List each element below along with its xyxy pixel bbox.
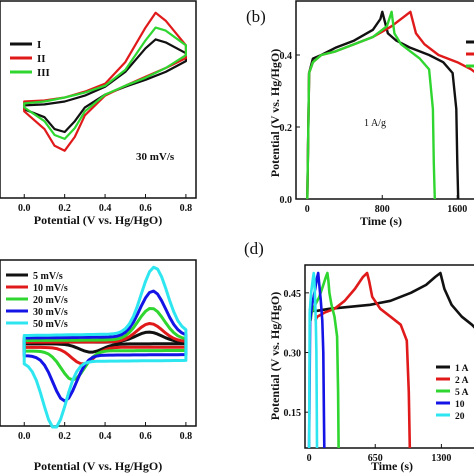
panel-b-series bbox=[306, 10, 474, 200]
panel-d-legend: 1 A 2 A 5 A 10 20 bbox=[436, 364, 469, 422]
panel-a-xtick-label: 0.2 bbox=[58, 203, 71, 214]
panel-a-series-i bbox=[23, 38, 187, 134]
panel-d-xtick-label: 0 bbox=[307, 453, 312, 464]
panel-d-series bbox=[307, 271, 474, 449]
panel-a-series-iii bbox=[23, 26, 187, 140]
panel-b-series-line bbox=[306, 10, 436, 200]
panel-d: (d) 0 650 1300 0.15 0.30 0.45 1 A 2 A 5 A 10 20 T… bbox=[244, 239, 474, 473]
panel-d-legend-label: 1 A bbox=[455, 364, 469, 374]
panel-d-legend-label: 5 A bbox=[455, 388, 469, 398]
panel-b-ytick-label: 0.4 bbox=[280, 51, 293, 62]
panel-d-ytick-label: 0.45 bbox=[284, 289, 302, 300]
panel-a-series-ii bbox=[23, 11, 187, 152]
panel-c-legend-label: 5 mV/s bbox=[33, 271, 63, 282]
panel-c-series bbox=[22, 265, 188, 429]
panel-d-ylabel: Potential (V vs. Hg/HgO) bbox=[268, 292, 282, 420]
panel-d-series-20 bbox=[307, 271, 319, 449]
panel-c-legend-label: 10 mV/s bbox=[33, 283, 68, 294]
panel-c-legend: 5 mV/s10 mV/s20 mV/s30 mV/s50 mV/s bbox=[6, 271, 68, 330]
panel-d-label: (d) bbox=[244, 239, 264, 258]
panel-a-xlabel: Potential (V vs. Hg/HgO) bbox=[34, 213, 162, 227]
panel-a-legend-label: I bbox=[37, 39, 41, 51]
panel-a-frame bbox=[0, 0, 197, 199]
panel-b-annotation: 1 A/g bbox=[364, 118, 386, 129]
panel-d-ytick-label: 0.30 bbox=[284, 349, 302, 360]
panel-c-xtick-label: 0.4 bbox=[99, 431, 112, 442]
panel-d-legend-label: 20 bbox=[455, 412, 465, 422]
panel-c-series-50-mvs bbox=[22, 265, 188, 429]
panel-a-series bbox=[23, 11, 187, 152]
panel-c-xtick-label: 0.6 bbox=[139, 431, 152, 442]
panel-d-ytick-label: 0.15 bbox=[284, 408, 302, 419]
panel-a-xtick-label: 0.6 bbox=[139, 203, 152, 214]
panel-a-ticks: 0.0 0.2 0.4 0.6 0.8 bbox=[18, 194, 192, 214]
panel-a-legend-label: II bbox=[37, 53, 46, 65]
panel-c-xlabel: Potential (V vs. Hg/HgO) bbox=[34, 459, 162, 473]
panel-c: 0.0 0.2 0.4 0.6 0.8 5 mV/s10 mV/s20 mV/s30 m… bbox=[0, 259, 197, 473]
panel-a-legend-label: III bbox=[37, 67, 50, 79]
panel-c-legend-label: 30 mV/s bbox=[33, 307, 68, 318]
panel-c-ticks: 0.0 0.2 0.4 0.6 0.8 bbox=[18, 422, 192, 442]
panel-d-xtick-label: 650 bbox=[368, 453, 383, 464]
panel-b-ylabel: Potential (V vs. Hg/HgO) bbox=[268, 49, 282, 177]
panel-d-series-10 bbox=[307, 271, 326, 449]
panel-c-xtick-label: 0.8 bbox=[180, 431, 193, 442]
panel-b-ytick-label: 0.2 bbox=[280, 123, 293, 134]
panel-b-label: (b) bbox=[246, 7, 266, 26]
panel-b-xtick-label: 0 bbox=[305, 204, 310, 215]
panel-d-series-1-a bbox=[308, 271, 474, 329]
panel-d-legend-label: 2 A bbox=[455, 376, 469, 386]
panel-c-legend-label: 20 mV/s bbox=[33, 295, 68, 306]
panel-d-frame bbox=[304, 264, 474, 449]
panel-b-xlabel: Time (s) bbox=[360, 214, 402, 228]
panel-b-legend bbox=[466, 40, 474, 68]
panel-a-xtick-label: 0.4 bbox=[99, 203, 112, 214]
panel-b-series-line bbox=[306, 10, 474, 200]
panel-b-xtick-label: 1600 bbox=[447, 204, 467, 215]
panel-b: (b) 0 800 1600 0.0 0.2 0.4 1 A/g Time (s) Pot… bbox=[246, 0, 474, 228]
panel-c-frame bbox=[0, 259, 197, 427]
panel-d-xtick-label: 1300 bbox=[431, 453, 451, 464]
panel-b-xtick-label: 800 bbox=[375, 204, 390, 215]
panel-a-xtick-label: 0.8 bbox=[180, 203, 193, 214]
panel-b-frame bbox=[295, 0, 474, 200]
panel-d-legend-label: 10 bbox=[455, 400, 465, 410]
panel-b-series-line bbox=[306, 10, 460, 200]
panel-c-legend-label: 50 mV/s bbox=[33, 319, 68, 330]
panel-a-annotation: 30 mV/s bbox=[136, 151, 175, 163]
panel-d-xlabel: Time (s) bbox=[371, 459, 413, 473]
panel-a-xtick-label: 0.0 bbox=[18, 203, 31, 214]
panel-c-xtick-label: 0.0 bbox=[18, 431, 31, 442]
panel-b-ytick-label: 0.0 bbox=[280, 195, 293, 206]
panel-d-series-2-a bbox=[314, 271, 412, 449]
panel-c-xtick-label: 0.2 bbox=[58, 431, 71, 442]
